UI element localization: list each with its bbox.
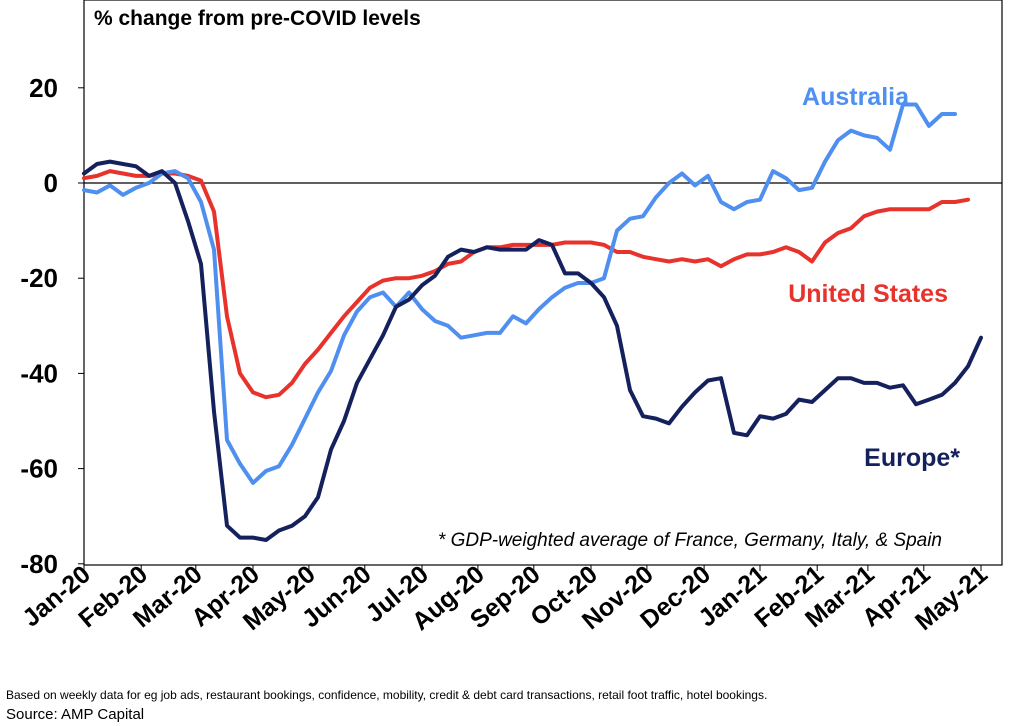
y-tick-label: -20 (20, 263, 58, 293)
x-axis: Jan-20Feb-20Mar-20Apr-20May-20Jun-20Jul-… (17, 560, 993, 636)
series-line-united-states (82, 169, 970, 400)
chart-title: % change from pre-COVID levels (94, 7, 421, 30)
series-label-united-states: United States (788, 280, 948, 308)
series-label-europe: Europe* (864, 444, 960, 472)
footnote: Based on weekly data for eg job ads, res… (6, 688, 768, 702)
series-lines (82, 102, 983, 542)
series-line-australia (82, 102, 957, 485)
series-line-europe (82, 159, 983, 542)
y-tick-label: -60 (20, 454, 58, 484)
chart-note: * GDP-weighted average of France, German… (438, 530, 942, 551)
y-tick-label: -40 (20, 358, 58, 388)
source-note: Source: AMP Capital (6, 706, 145, 723)
y-tick-label: 20 (29, 73, 58, 103)
y-axis: 20 0 -20 -40 -60 -80 (20, 73, 84, 579)
y-tick-label: -80 (20, 549, 58, 579)
y-tick-label: 0 (44, 168, 58, 198)
series-label-australia: Australia (802, 83, 910, 111)
plot-area-frame (83, 0, 1003, 566)
